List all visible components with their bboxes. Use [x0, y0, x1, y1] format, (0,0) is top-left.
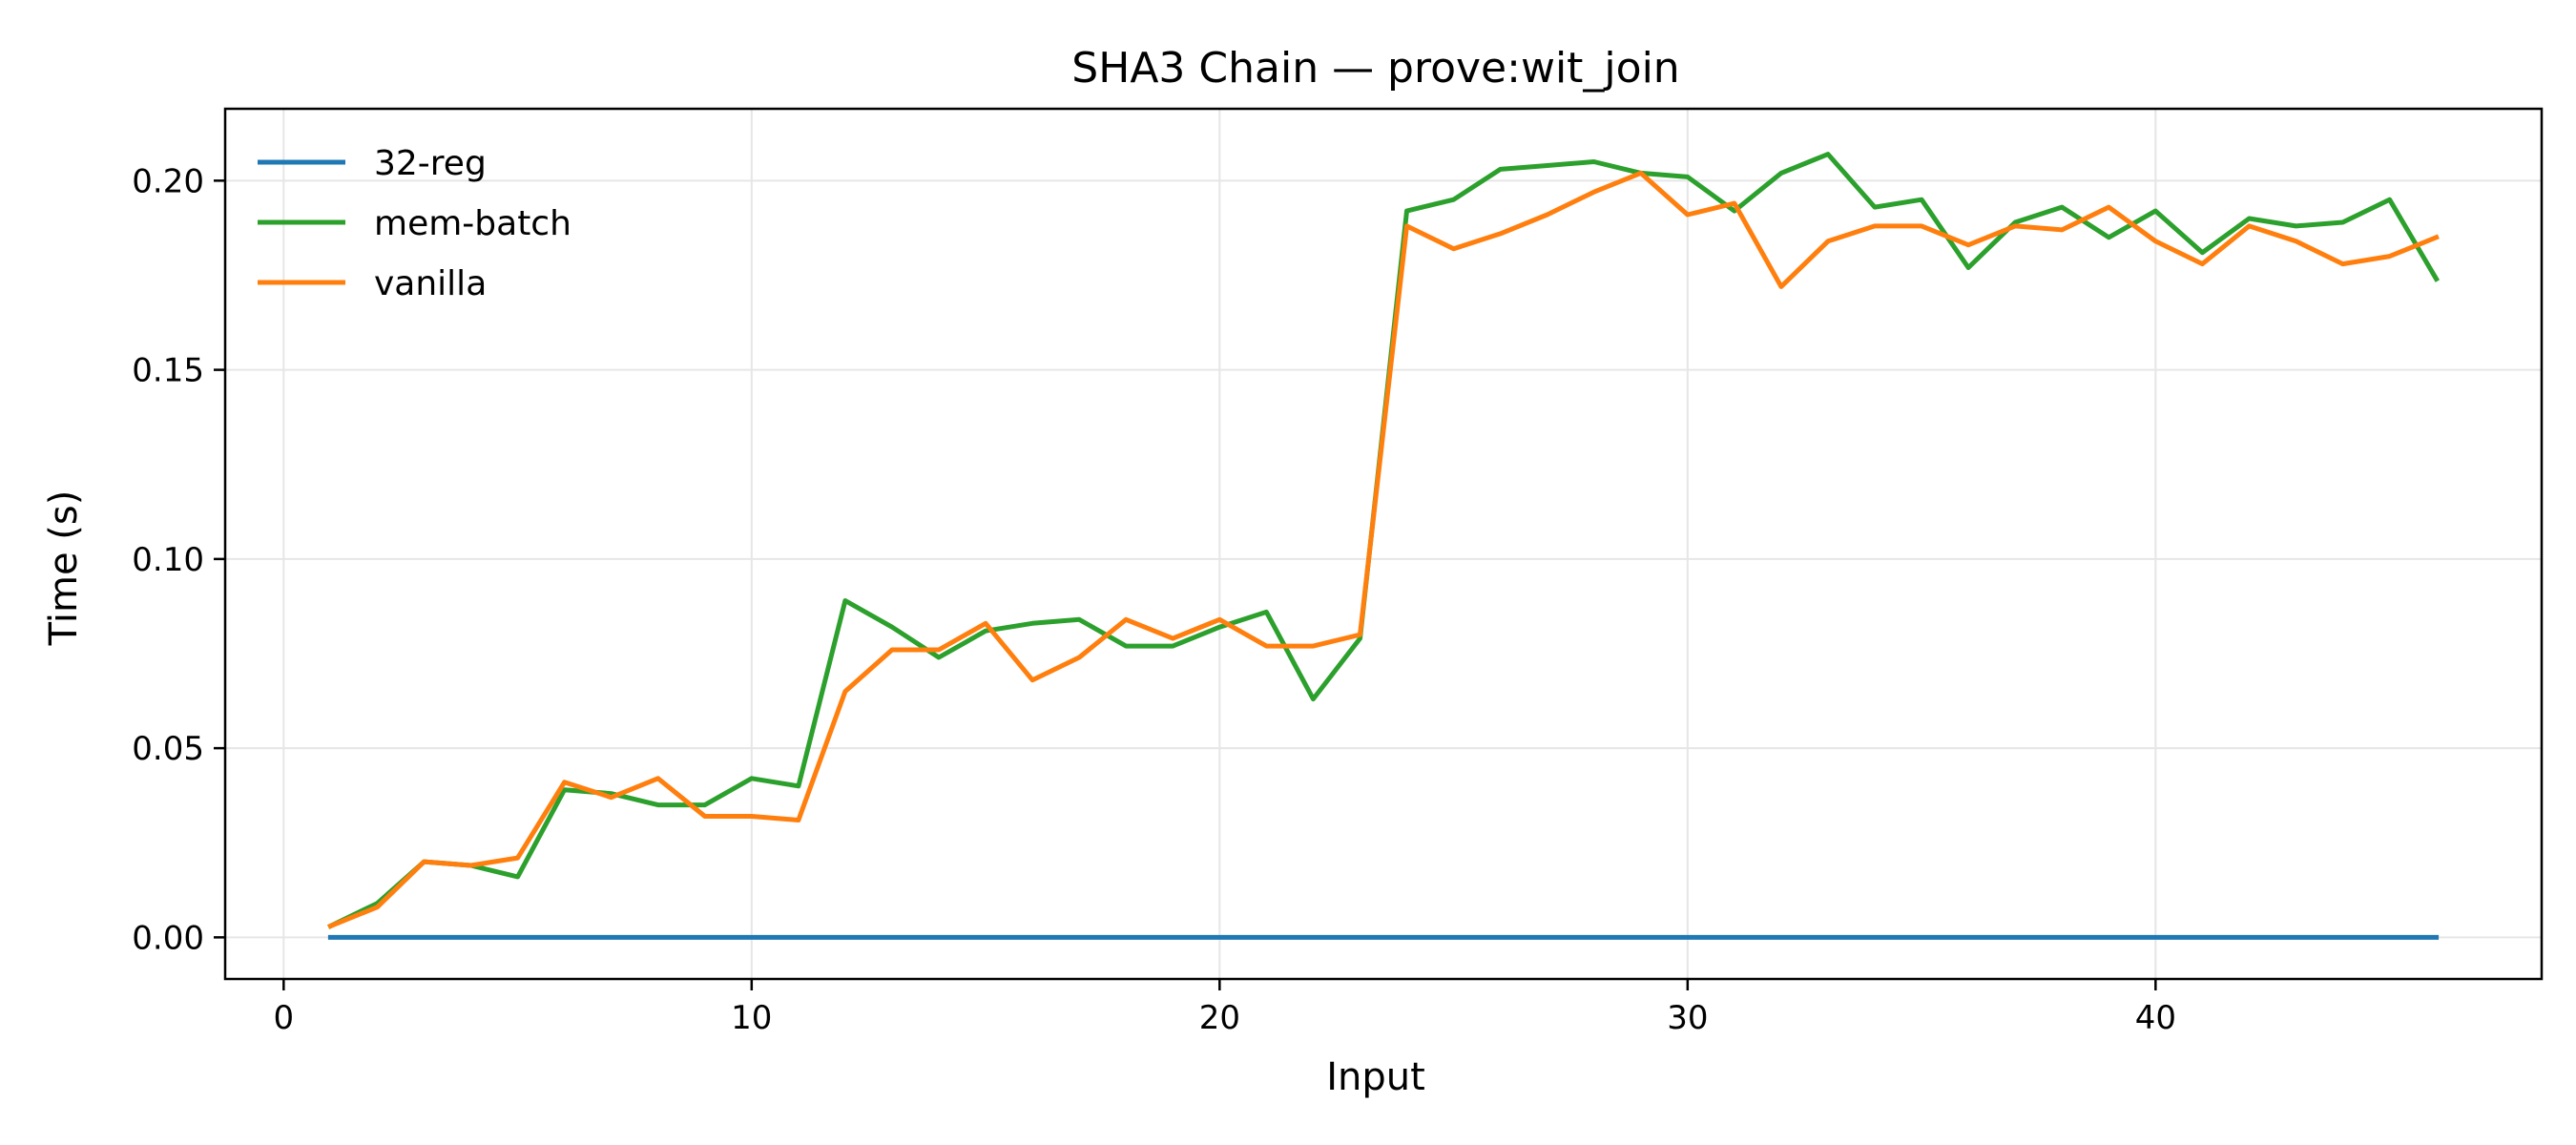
legend-label-mem-batch: mem-batch [374, 204, 571, 243]
chart-title: SHA3 Chain — prove:wit_join [1071, 44, 1679, 93]
y-tick-label: 0.10 [132, 541, 204, 579]
legend-label-32-reg: 32-reg [374, 144, 487, 183]
x-tick-label: 20 [1199, 999, 1240, 1037]
x-tick-label: 10 [731, 999, 772, 1037]
legend-label-vanilla: vanilla [374, 264, 487, 303]
plot-frame [223, 107, 2544, 981]
series-lines [327, 152, 2441, 940]
x-tick-label: 0 [273, 999, 294, 1037]
x-tick-label: 40 [2135, 999, 2176, 1037]
series-line-vanilla [327, 170, 2440, 929]
y-tick-label: 0.00 [132, 919, 204, 957]
y-axis-label: Time (s) [42, 490, 86, 647]
x-axis-label: Input [1326, 1055, 1425, 1099]
y-tick-label: 0.15 [132, 352, 204, 390]
axis-ticks: 0 10 20 30 40 0.00 0.05 0.10 0.15 0.20 [132, 162, 2176, 1037]
x-tick-label: 30 [1667, 999, 1708, 1037]
legend: 32-reg mem-batch vanilla [258, 144, 571, 303]
y-tick-label: 0.05 [132, 730, 204, 768]
y-tick-label: 0.20 [132, 162, 204, 200]
